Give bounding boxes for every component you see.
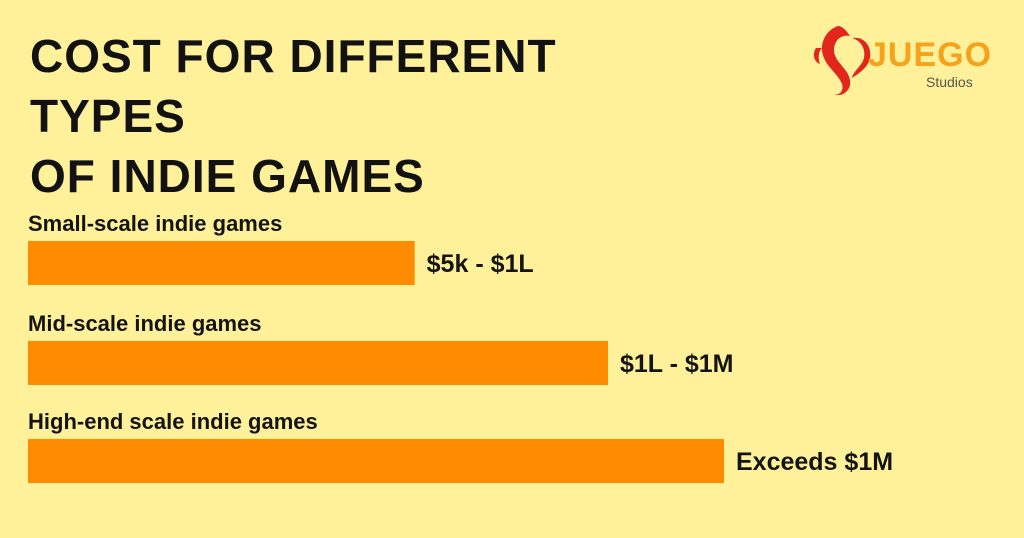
chart-title-line-2: OF INDIE GAMES (30, 150, 425, 202)
chart-title: COST FOR DIFFERENT TYPES OF INDIE GAMES (30, 26, 710, 206)
phoenix-logo-icon (813, 26, 871, 96)
cost-bar (28, 341, 608, 385)
logo-subtitle: Studios (926, 74, 973, 90)
cost-value-label: $1L - $1M (620, 350, 733, 378)
cost-bar (28, 241, 415, 285)
cost-value-label: $5k - $1L (427, 250, 534, 278)
category-label: Mid-scale indie games (28, 311, 262, 336)
chart-title-line-1: COST FOR DIFFERENT TYPES (30, 30, 557, 142)
category-label: High-end scale indie games (28, 409, 318, 434)
category-label: Small-scale indie games (28, 211, 282, 236)
logo-wordmark: JUEGO (868, 36, 993, 74)
cost-bar (28, 439, 724, 483)
juego-studios-logo: JUEGO Studios (808, 18, 1008, 98)
cost-value-label: Exceeds $1M (736, 448, 893, 476)
